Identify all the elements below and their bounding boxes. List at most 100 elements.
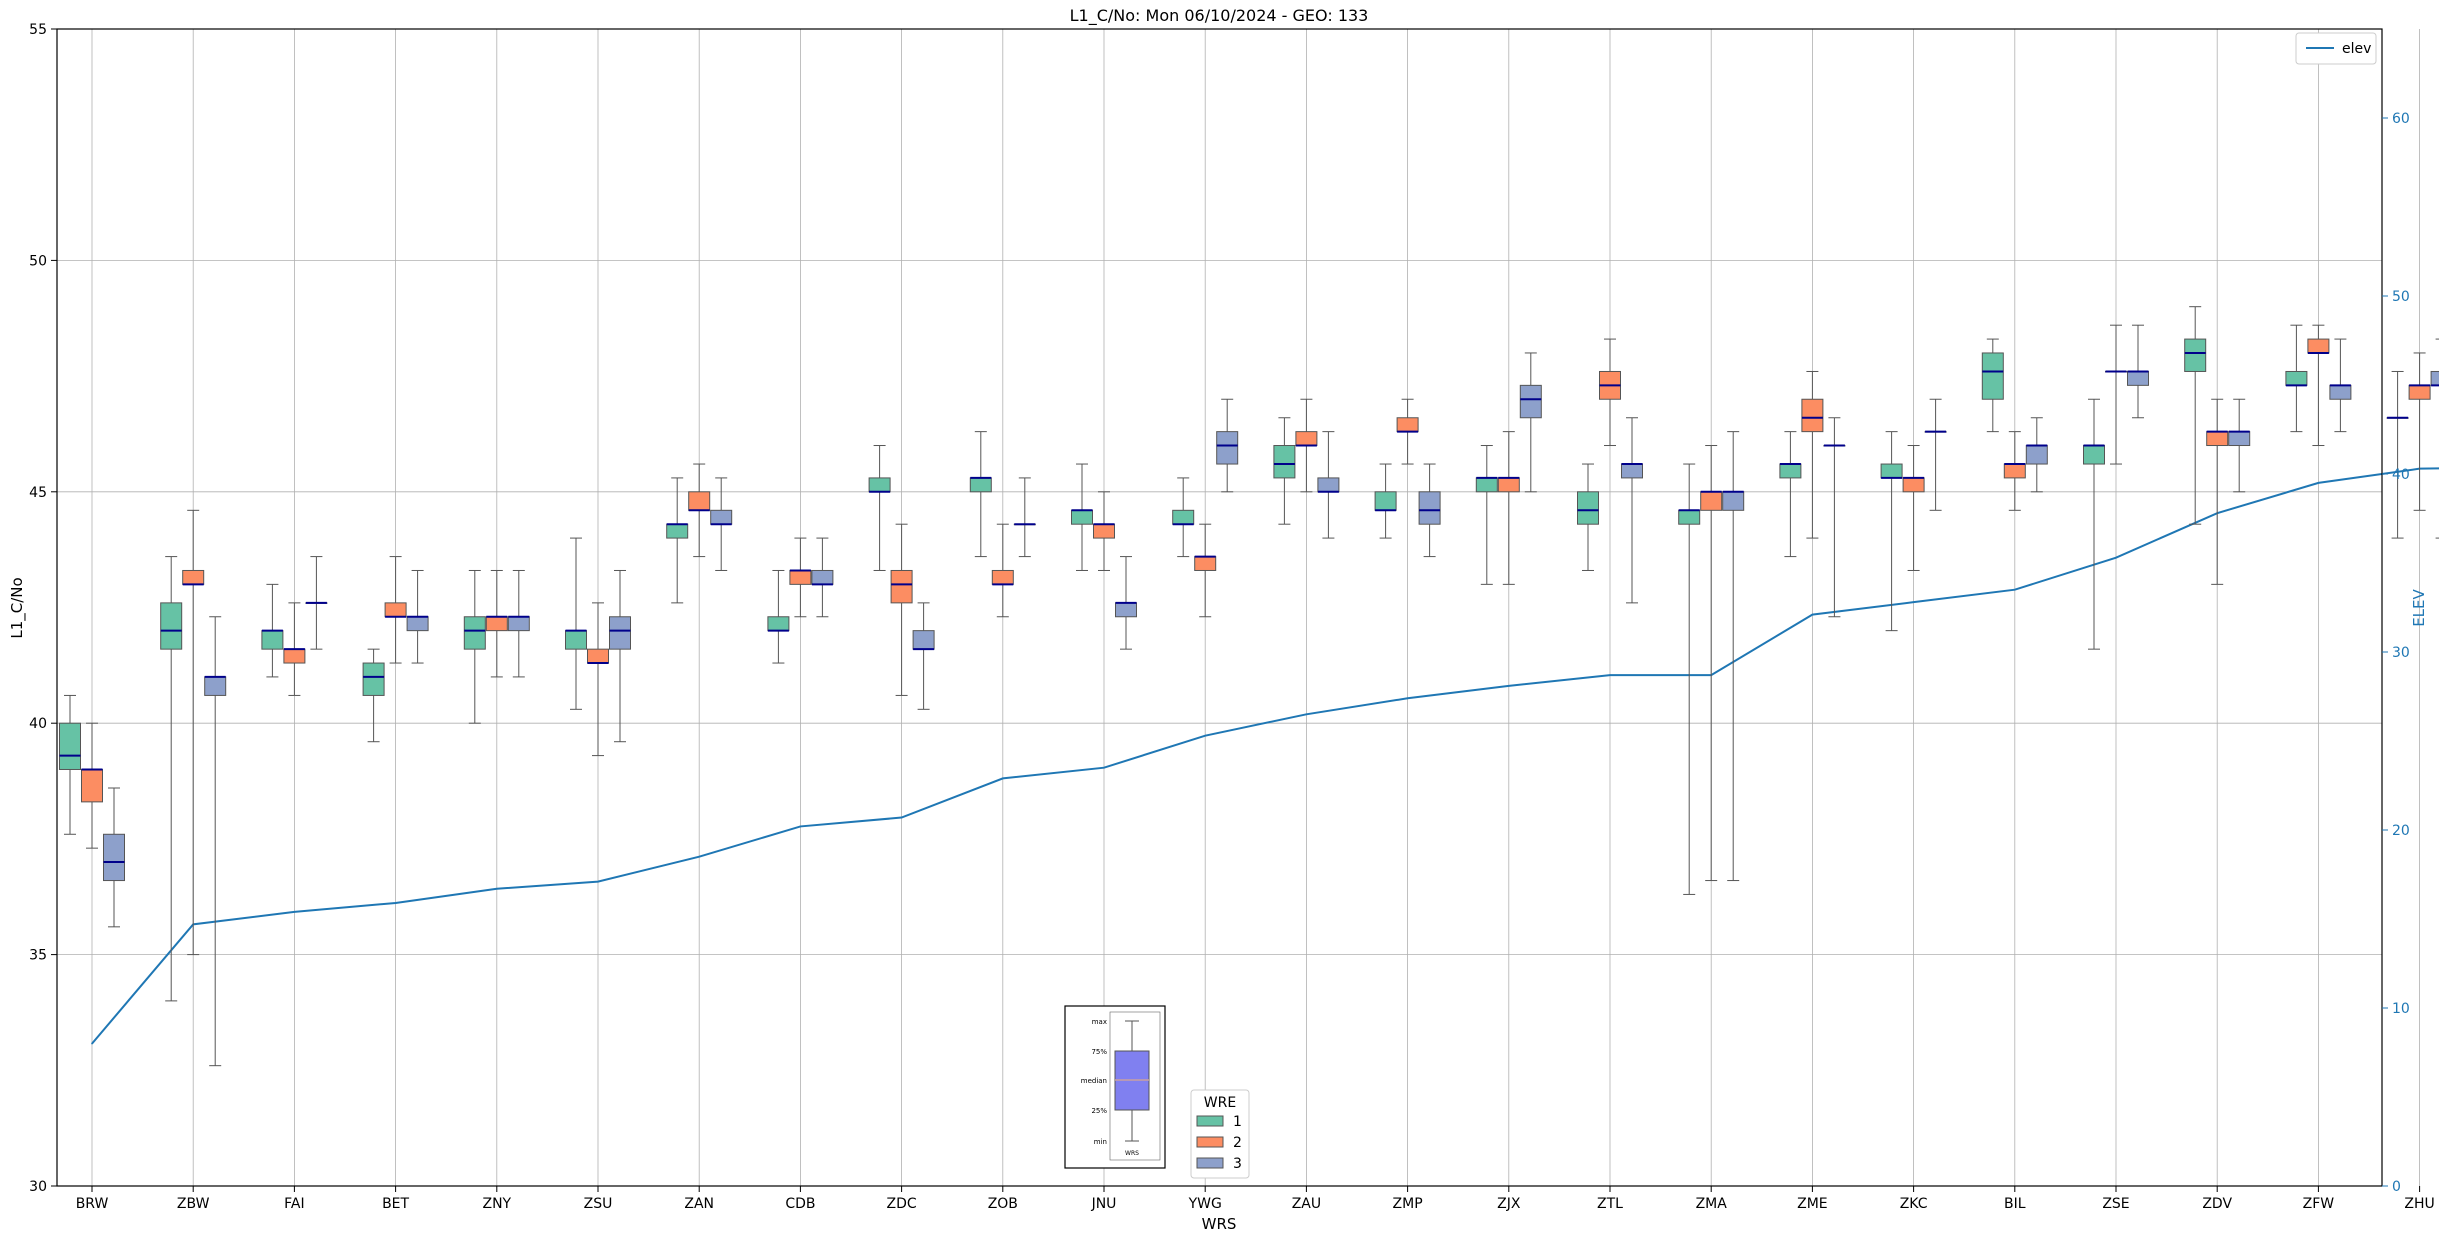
elev-point bbox=[1305, 713, 1308, 716]
box bbox=[204, 676, 227, 696]
box bbox=[1801, 398, 1824, 433]
y-tick-label: 50 bbox=[29, 253, 47, 269]
inset-label-min: min bbox=[1094, 1138, 1107, 1146]
box-wre2-ztl bbox=[1599, 338, 1621, 447]
y2-tick-label: 40 bbox=[2392, 467, 2410, 483]
y2-tick-label: 30 bbox=[2392, 645, 2410, 661]
wre-legend-title: WRE bbox=[1204, 1095, 1236, 1111]
box bbox=[2285, 370, 2308, 386]
box-wre2-zan bbox=[688, 463, 711, 558]
elev-point bbox=[698, 855, 700, 858]
box bbox=[2127, 370, 2149, 386]
box bbox=[2025, 445, 2048, 465]
elev-point bbox=[799, 825, 802, 828]
elev-point bbox=[1508, 685, 1510, 687]
x-tick-label: CDB bbox=[785, 1196, 815, 1212]
x-tick-label: FAI bbox=[284, 1196, 304, 1212]
box bbox=[261, 630, 284, 650]
elev-point bbox=[2317, 482, 2320, 484]
box bbox=[1295, 431, 1318, 447]
box-wre2-zob bbox=[991, 523, 1014, 618]
box-wre1-bil bbox=[1981, 338, 2004, 433]
box bbox=[1071, 509, 1093, 525]
box-wre1-cdb bbox=[767, 569, 790, 664]
elev-point bbox=[1002, 777, 1004, 780]
y2-tick-label: 20 bbox=[2392, 823, 2410, 839]
y2-tick-label: 0 bbox=[2392, 1179, 2401, 1195]
inset-xlabel: WRS bbox=[1125, 1150, 1139, 1157]
x-tick-label: ZTL bbox=[1597, 1196, 1623, 1212]
box-wre1-zny bbox=[463, 569, 486, 724]
x-tick-label: ZFW bbox=[2303, 1196, 2335, 1212]
box-wre2-zsu bbox=[587, 602, 609, 757]
box bbox=[789, 569, 812, 585]
box-wre1-brw bbox=[59, 694, 81, 835]
box bbox=[2003, 463, 2026, 479]
plot-frame bbox=[56, 28, 2383, 1187]
box bbox=[2228, 431, 2251, 447]
box-wre3-ztl bbox=[1621, 417, 1643, 604]
y-tick-label: 45 bbox=[29, 485, 47, 501]
box-wre3-jnu bbox=[1115, 556, 1137, 650]
grid-lines bbox=[57, 28, 2421, 1187]
y-axis-title: L1_C/No bbox=[8, 577, 27, 638]
box bbox=[81, 768, 103, 803]
x-tick-label: BET bbox=[382, 1196, 409, 1212]
box-wre3-zjx bbox=[1519, 352, 1542, 493]
elev-point bbox=[496, 887, 498, 890]
y-tick-label: 40 bbox=[29, 716, 47, 732]
box-wre1-zse bbox=[2083, 398, 2105, 650]
box-wre3-zhu bbox=[2430, 338, 2439, 539]
box bbox=[1194, 556, 1217, 571]
box-wre2-zfw bbox=[2307, 324, 2330, 447]
box bbox=[103, 833, 125, 882]
box bbox=[406, 616, 429, 632]
box bbox=[811, 569, 834, 585]
box-wre2-ywg bbox=[1194, 523, 1217, 618]
box-wre3-zmp bbox=[1418, 463, 1441, 558]
box-wre2-zkc bbox=[1902, 445, 1925, 571]
wre-legend-swatch-2 bbox=[1196, 1136, 1224, 1148]
box-wre1-ywg bbox=[1172, 477, 1195, 558]
wre-legend-swatch-1 bbox=[1196, 1115, 1224, 1127]
x-tick-label: ZMA bbox=[1696, 1196, 1728, 1212]
box-wre2-zme bbox=[1801, 370, 1824, 539]
box-wre1-zjx bbox=[1475, 445, 1498, 585]
box bbox=[2329, 384, 2352, 400]
axes: BRW ZBW FAI BET ZNY ZSU ZAN CDB ZDC ZOB JNU YWG ZAU Z… bbox=[29, 22, 2435, 1212]
box-wre3-zfw bbox=[2329, 338, 2352, 433]
box bbox=[1678, 509, 1701, 525]
y-tick-label: 35 bbox=[29, 948, 47, 964]
box-wre3-zsu bbox=[609, 569, 631, 743]
box-wre1-zbw bbox=[160, 556, 183, 1002]
elev-point bbox=[900, 816, 903, 819]
elev-line bbox=[91, 467, 2439, 1045]
box bbox=[1475, 477, 1498, 493]
x-tick-label: ZDV bbox=[2202, 1196, 2232, 1212]
box-wre2-fai bbox=[283, 602, 306, 696]
elev-point bbox=[597, 880, 599, 883]
box bbox=[1779, 463, 1802, 479]
wre-legend-label-2: 2 bbox=[1233, 1135, 1242, 1151]
box bbox=[2408, 384, 2431, 400]
elev-point bbox=[1609, 674, 1611, 676]
boxplots bbox=[59, 306, 2439, 1067]
box-wre1-ztl bbox=[1577, 463, 1599, 571]
box bbox=[1722, 491, 1745, 511]
box bbox=[609, 616, 631, 650]
box-wre3-zob bbox=[1013, 477, 1036, 558]
box-wre2-brw bbox=[81, 722, 103, 849]
box-wre2-zau bbox=[1295, 398, 1318, 493]
box-wre3-zbw bbox=[204, 616, 227, 1067]
chart-title: L1_C/No: Mon 06/10/2024 - GEO: 133 bbox=[1070, 6, 1369, 26]
inset-label-25: 25% bbox=[1091, 1107, 1107, 1115]
box bbox=[485, 616, 508, 632]
x-tick-label: ZNY bbox=[482, 1196, 511, 1212]
box-wre2-zdc bbox=[890, 523, 913, 696]
box bbox=[384, 602, 407, 618]
box-wre3-zkc bbox=[1924, 398, 1947, 511]
box-wre2-zdv bbox=[2206, 398, 2229, 585]
x-tick-label: ZJX bbox=[1497, 1196, 1521, 1212]
box-wre1-zau bbox=[1273, 417, 1296, 525]
